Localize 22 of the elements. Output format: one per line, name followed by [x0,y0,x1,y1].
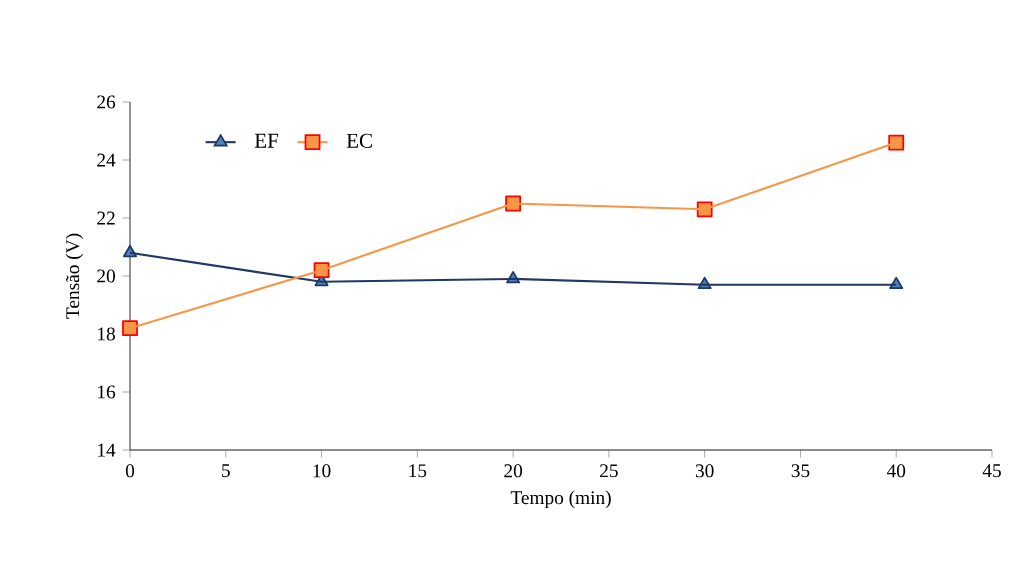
x-tick-label: 35 [791,464,810,478]
x-tick-label: 10 [313,464,331,478]
point [888,134,905,151]
y-tick-label: 22 [97,211,115,225]
x-tick-label: 45 [982,464,1001,478]
x-tick-label: 5 [222,464,230,478]
legend-label: EF [254,133,279,148]
x-tick-label: 15 [409,464,427,478]
x-tick-label: 20 [504,464,523,478]
y-tick-label: 16 [98,385,116,399]
x-tick-label: 40 [886,464,906,478]
x-tick-label: 25 [600,464,618,478]
y-tick-label: 14 [98,443,116,457]
x-tick-label: 0 [125,464,135,478]
x-tick-label: 30 [695,464,714,478]
x-axis-title: Tempo (min) [510,490,611,509]
y-axis-title: Tensão (V) [65,233,84,319]
y-tick-label: 24 [97,153,116,167]
y-tick-label: 26 [97,95,116,109]
legend-label: EC [346,133,372,148]
y-tick-label: 18 [98,327,115,341]
y-tick-label: 20 [97,269,115,283]
